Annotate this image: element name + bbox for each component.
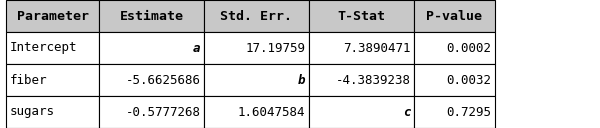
Text: 17.19759: 17.19759	[245, 41, 305, 55]
Bar	[414, 64, 495, 96]
Bar	[99, 96, 204, 128]
Text: 0.0002: 0.0002	[446, 41, 491, 55]
Text: sugars: sugars	[10, 105, 55, 119]
Text: c: c	[403, 105, 410, 119]
Bar	[99, 0, 204, 32]
Text: -4.3839238: -4.3839238	[335, 73, 410, 87]
Bar	[414, 96, 495, 128]
Bar	[414, 0, 495, 32]
Bar	[6, 0, 99, 32]
Text: Parameter: Parameter	[17, 9, 89, 23]
Bar	[204, 0, 309, 32]
Text: Std. Err.: Std. Err.	[221, 9, 293, 23]
Bar	[309, 0, 414, 32]
Text: -5.6625686: -5.6625686	[125, 73, 200, 87]
Text: T-Stat: T-Stat	[337, 9, 385, 23]
Text: b: b	[298, 73, 305, 87]
Text: 7.3890471: 7.3890471	[343, 41, 410, 55]
Bar	[204, 32, 309, 64]
Bar	[6, 96, 99, 128]
Text: P-value: P-value	[427, 9, 482, 23]
Text: 1.6047584: 1.6047584	[238, 105, 305, 119]
Bar	[309, 32, 414, 64]
Bar	[6, 64, 99, 96]
Text: a: a	[193, 41, 200, 55]
Text: fiber: fiber	[10, 73, 47, 87]
Text: 0.7295: 0.7295	[446, 105, 491, 119]
Text: 0.0032: 0.0032	[446, 73, 491, 87]
Text: Estimate: Estimate	[119, 9, 184, 23]
Bar	[309, 64, 414, 96]
Bar	[99, 32, 204, 64]
Bar	[414, 32, 495, 64]
Bar	[204, 64, 309, 96]
Text: -0.5777268: -0.5777268	[125, 105, 200, 119]
Bar	[6, 32, 99, 64]
Bar	[204, 96, 309, 128]
Text: Intercept: Intercept	[10, 41, 77, 55]
Bar	[309, 96, 414, 128]
Bar	[99, 64, 204, 96]
